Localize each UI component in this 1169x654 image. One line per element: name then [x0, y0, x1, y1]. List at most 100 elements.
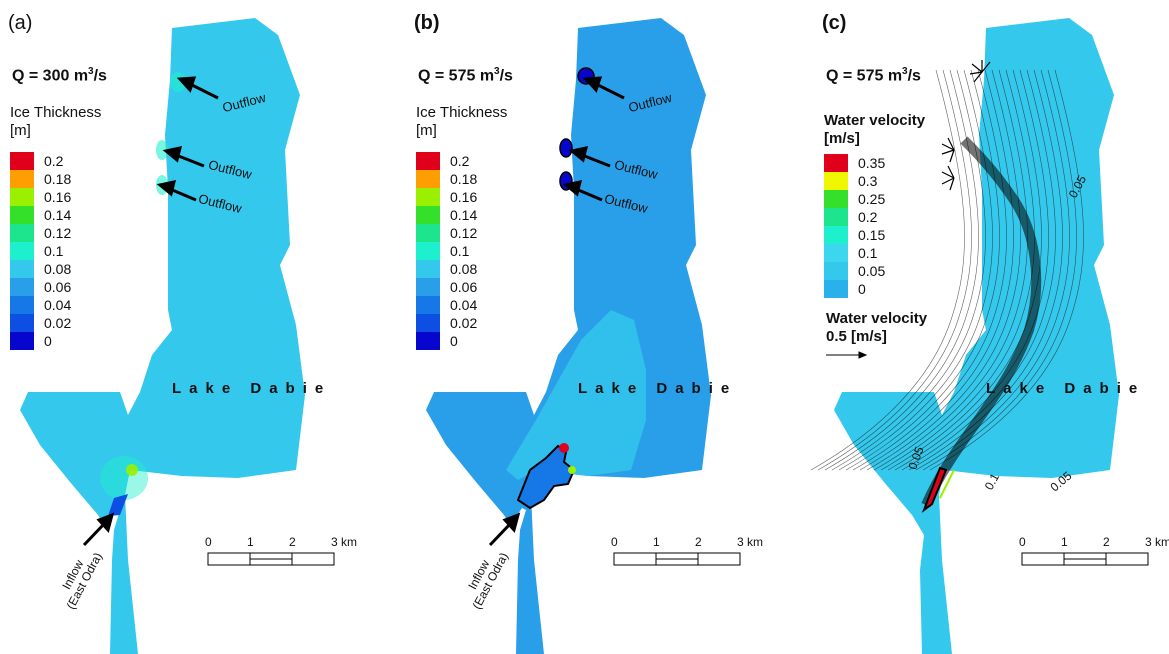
scale-tick: 0	[611, 535, 618, 549]
ice-hotspot	[559, 443, 569, 453]
legend-label: 0.1	[450, 243, 470, 259]
legend-label: 0.06	[44, 279, 72, 295]
panel-label: (a)	[8, 12, 33, 34]
scale-bar	[613, 552, 741, 566]
legend-label: 0.05	[858, 263, 886, 279]
legend-swatch	[824, 244, 848, 262]
isoline	[817, 69, 972, 471]
lake-map-b	[426, 18, 741, 654]
legend-swatch	[824, 208, 848, 226]
legend-label: 0.04	[450, 297, 478, 313]
isoline	[852, 69, 1007, 471]
scale-tick: 1	[1061, 535, 1068, 549]
legend-label: 0.12	[450, 225, 478, 241]
scale-tick: 3 km	[737, 535, 764, 549]
thin-ice-zone	[506, 310, 646, 480]
isoline	[866, 69, 1021, 471]
ice-patch	[100, 456, 148, 500]
legend-swatch	[10, 188, 34, 206]
legend-swatch	[824, 190, 848, 208]
scale-tick: 2	[1103, 535, 1110, 549]
discharge-label: Q = 575 m3/s	[826, 66, 921, 85]
legend-label: 0.15	[858, 227, 886, 243]
discharge-label: Q = 300 m3/s	[12, 66, 107, 85]
legend-swatch	[824, 226, 848, 244]
isoline	[922, 69, 1077, 471]
scale-tick: 1	[247, 535, 254, 549]
lake-name: Lake Dabie	[172, 380, 332, 397]
scale-bar	[207, 552, 335, 566]
legend-title: Ice Thickness [m]	[416, 104, 507, 140]
legend-unit: [m/s]	[824, 130, 860, 147]
legend-label: 0.3	[858, 173, 878, 189]
inflow-channel	[100, 508, 120, 654]
outflow-vector-bursts	[941, 60, 991, 191]
lake-map-a	[20, 18, 335, 654]
panel-label: (c)	[822, 12, 847, 34]
scale-tick: 2	[289, 535, 296, 549]
reference-vector	[826, 351, 868, 359]
legend-swatch	[10, 314, 34, 332]
outflow-patch	[170, 72, 186, 92]
legend-swatch	[824, 172, 848, 190]
legend-swatch	[824, 280, 848, 298]
legend-label: 0.02	[44, 315, 72, 331]
inflow-ice-dark	[108, 494, 128, 516]
legend-title: Water velocity [m/s]	[824, 112, 925, 148]
isoline	[810, 69, 965, 471]
isoline	[901, 69, 1056, 471]
scale-tick: 2	[695, 535, 702, 549]
legend-label: 0.14	[44, 207, 72, 223]
lake-shape	[426, 18, 711, 654]
legend-label: 0.2	[44, 153, 64, 169]
legend-swatch	[416, 188, 440, 206]
isoline	[831, 69, 986, 471]
legend-swatch	[416, 242, 440, 260]
discharge-label: Q = 575 m3/s	[418, 66, 513, 85]
scale-bar	[1021, 552, 1149, 566]
legend-swatch	[10, 152, 34, 170]
legend-swatch	[824, 262, 848, 280]
legend-swatch	[10, 332, 34, 350]
legend-swatch	[416, 152, 440, 170]
legend-unit: [m]	[10, 122, 31, 139]
legend-label: 0.12	[44, 225, 72, 241]
legend-label: 0.35	[858, 155, 886, 171]
legend-label: 0.02	[450, 315, 478, 331]
legend-label: 0.18	[450, 171, 478, 187]
legend-swatch	[10, 296, 34, 314]
main-flow-band	[921, 136, 1042, 507]
lake-shape	[834, 18, 1119, 654]
legend-label: 0.08	[450, 261, 478, 277]
scale-tick: 3 km	[331, 535, 358, 549]
isoline	[873, 69, 1028, 471]
lake-name: Lake Dabie	[986, 380, 1146, 397]
legend-title: Ice Thickness [m]	[10, 104, 101, 140]
legend-swatch	[416, 170, 440, 188]
legend-label: 0.18	[44, 171, 72, 187]
scale-tick: 1	[653, 535, 660, 549]
panel-c-water-velocity-q575: (c) Q = 575 m3/s Water velocity [m/s] 0.…	[810, 0, 1169, 654]
legend-label: 0.2	[858, 209, 878, 225]
isoline	[880, 69, 1035, 471]
legend-swatch	[10, 206, 34, 224]
legend-label: 0.14	[450, 207, 478, 223]
scale-tick: 3 km	[1145, 535, 1169, 549]
legend-label: 0.16	[44, 189, 72, 205]
isoline	[859, 69, 1014, 471]
reference-vector-label: Water velocity 0.5 [m/s]	[826, 310, 927, 346]
legend-swatch	[416, 260, 440, 278]
legend-label: 0.1	[858, 245, 878, 261]
legend-label: 0.06	[450, 279, 478, 295]
ice-hotspot	[568, 466, 576, 474]
ref-vector-title: Water velocity	[826, 310, 928, 327]
lake-map-c	[810, 18, 1149, 654]
legend-label: 0.16	[450, 189, 478, 205]
legend-label: 0	[858, 281, 866, 297]
outflow-arrows	[488, 76, 625, 547]
panel-label: (b)	[414, 12, 440, 34]
legend-swatch	[10, 278, 34, 296]
legend-label: 0.04	[44, 297, 72, 313]
ice-patch	[126, 464, 138, 476]
outflow-arrows	[82, 76, 219, 547]
